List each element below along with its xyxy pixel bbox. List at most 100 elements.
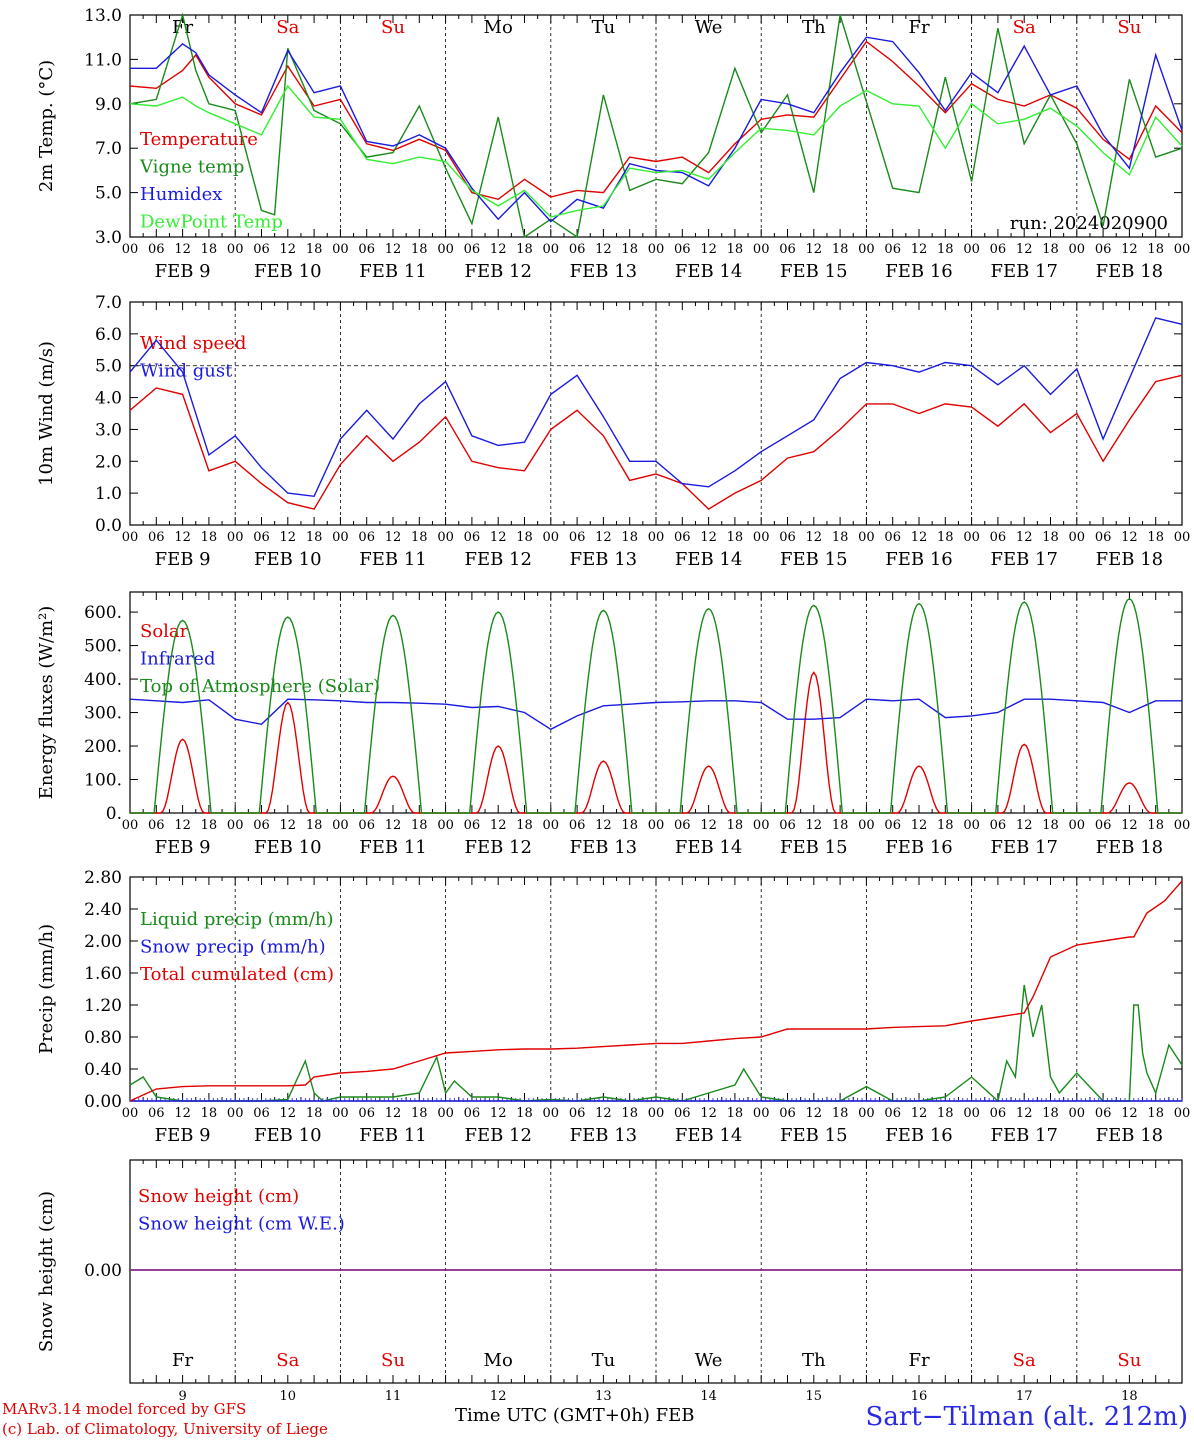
hour-tick-label: 00: [437, 818, 454, 833]
y-axis-title: Precip (mm/h): [36, 924, 57, 1054]
y-tick-label: 7.0: [95, 293, 122, 313]
hour-tick-label: 00: [963, 818, 980, 833]
hour-tick-label: 12: [280, 1106, 297, 1121]
hour-tick-label: 18: [621, 818, 638, 833]
hour-tick-label: 06: [1095, 818, 1112, 833]
legend-entry: Solar: [140, 621, 189, 642]
legend-entry: Vigne temp: [139, 157, 244, 178]
hour-tick-label: 00: [227, 818, 244, 833]
hour-tick-label: 12: [595, 1106, 612, 1121]
y-axis-title: 10m Wind (m/s): [36, 341, 57, 486]
hour-tick-label: 00: [963, 242, 980, 257]
hour-tick-label: 12: [1121, 1106, 1138, 1121]
hour-tick-label: 00: [858, 530, 875, 545]
y-tick-label: 2.0: [95, 452, 122, 472]
hour-tick-label: 06: [148, 1106, 165, 1121]
weekday-label: Fr: [172, 17, 193, 38]
y-tick-label: 0.80: [84, 1028, 122, 1048]
hour-tick-label: 06: [674, 1106, 691, 1121]
hour-tick-label: 06: [358, 242, 375, 257]
hour-tick-label: 06: [464, 818, 481, 833]
date-label: FEB 18: [1096, 1125, 1163, 1146]
hour-tick-label: 18: [832, 530, 849, 545]
weekday-label: Su: [1117, 1350, 1141, 1371]
hour-tick-label: 18: [621, 1106, 638, 1121]
series-line-humidex: [130, 36, 1183, 223]
hour-tick-label: 12: [700, 818, 717, 833]
weekday-label: Sa: [1013, 1350, 1036, 1371]
hour-tick-label: 06: [464, 242, 481, 257]
date-label: FEB 16: [885, 261, 952, 282]
hour-tick-label: 18: [621, 242, 638, 257]
date-label: FEB 18: [1096, 261, 1163, 282]
date-label: FEB 12: [464, 837, 531, 858]
hour-tick-label: 12: [280, 242, 297, 257]
hour-tick-label: 00: [858, 1106, 875, 1121]
hour-tick-label: 12: [280, 818, 297, 833]
weekday-label: Sa: [276, 1350, 299, 1371]
hour-tick-label: 06: [569, 1106, 586, 1121]
hour-tick-label: 12: [595, 818, 612, 833]
hour-tick-label: 18: [832, 242, 849, 257]
hour-tick-label: 18: [516, 1106, 533, 1121]
date-label: FEB 14: [675, 1125, 742, 1146]
hour-tick-label: 06: [990, 1106, 1007, 1121]
hour-tick-label: 12: [1016, 242, 1033, 257]
hour-tick-label: 12: [1016, 530, 1033, 545]
hour-tick-label: 00: [437, 242, 454, 257]
hour-tick-label: 00: [1174, 242, 1191, 257]
weekday-label: We: [695, 17, 723, 38]
date-label: FEB 10: [254, 837, 321, 858]
hour-tick-label: 06: [1095, 1106, 1112, 1121]
hour-tick-label: 12: [490, 818, 507, 833]
legend-entry: Wind speed: [140, 333, 246, 354]
hour-tick-label: 06: [990, 242, 1007, 257]
date-label: FEB 9: [155, 261, 211, 282]
date-label: FEB 16: [885, 549, 952, 570]
weekday-label: Fr: [908, 1350, 929, 1371]
y-axis-title: Snow height (cm): [36, 1191, 57, 1352]
date-label: FEB 15: [780, 1125, 847, 1146]
hour-tick-label: 18: [832, 1106, 849, 1121]
date-label: FEB 13: [570, 549, 637, 570]
legend-entry: Snow height (cm W.E.): [138, 1214, 345, 1235]
run-label: run: 2024020900: [1010, 213, 1168, 234]
y-tick-label: 9.0: [95, 95, 122, 115]
hour-tick-label: 00: [543, 530, 560, 545]
hour-tick-label: 18: [1147, 242, 1164, 257]
hour-tick-label: 00: [648, 1106, 665, 1121]
hour-tick-label: 00: [858, 242, 875, 257]
date-label: FEB 14: [675, 261, 742, 282]
hour-tick-label: 18: [411, 530, 428, 545]
y-axis-title: Energy fluxes (W/m²): [36, 606, 57, 800]
y-tick-label: 11.0: [84, 50, 122, 70]
hour-tick-label: 12: [385, 242, 402, 257]
day-number-label: 9: [178, 1389, 186, 1404]
weekday-label: Fr: [908, 17, 929, 38]
hour-tick-label: 18: [1042, 818, 1059, 833]
legend-entry: Snow precip (mm/h): [140, 937, 326, 958]
y-tick-label: 200.: [84, 737, 122, 757]
hour-tick-label: 18: [832, 818, 849, 833]
hour-tick-label: 06: [569, 818, 586, 833]
hour-tick-label: 12: [490, 1106, 507, 1121]
hour-tick-label: 06: [464, 1106, 481, 1121]
day-number-label: 16: [911, 1389, 928, 1404]
hour-tick-label: 06: [779, 530, 796, 545]
legend-entry: Snow height (cm): [138, 1186, 299, 1207]
y-tick-label: 0.: [106, 804, 122, 824]
hour-tick-label: 12: [385, 818, 402, 833]
legend-entry: Total cumulated (cm): [140, 964, 334, 985]
date-label: FEB 9: [155, 1125, 211, 1146]
legend-entry: Wind gust: [140, 361, 233, 382]
hour-tick-label: 06: [884, 1106, 901, 1121]
hour-tick-label: 06: [253, 530, 270, 545]
hour-tick-label: 18: [306, 242, 323, 257]
day-number-label: 18: [1121, 1389, 1138, 1404]
hour-tick-label: 12: [490, 530, 507, 545]
hour-tick-label: 06: [148, 818, 165, 833]
hour-tick-label: 18: [1147, 818, 1164, 833]
date-label: FEB 16: [885, 1125, 952, 1146]
hour-tick-label: 00: [543, 1106, 560, 1121]
weekday-label: Th: [802, 17, 826, 38]
